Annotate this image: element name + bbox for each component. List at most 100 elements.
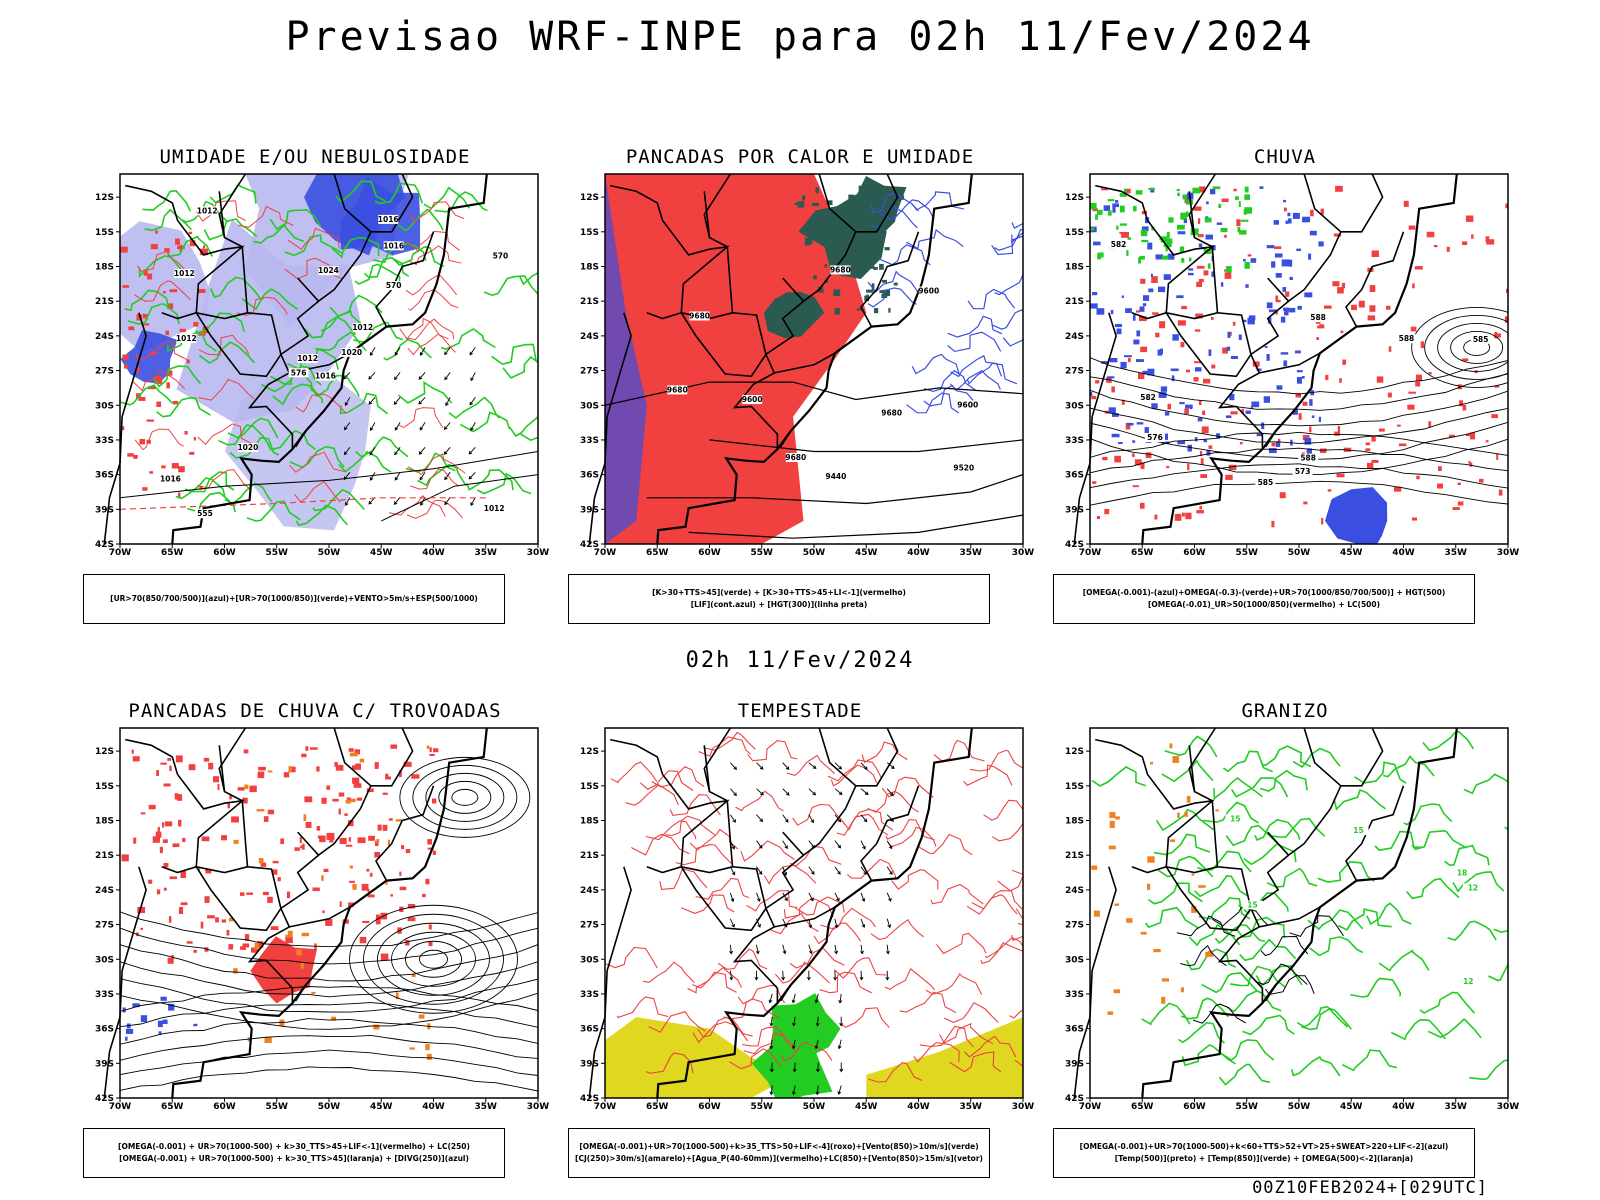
- omega-speckle: [1142, 303, 1147, 307]
- thunder-speckle: [380, 953, 389, 961]
- state-border: [1095, 738, 1215, 874]
- divergence-speckle: [168, 1003, 175, 1011]
- lon-tick-label: 55W: [1236, 548, 1259, 558]
- rain-speckle: [1316, 337, 1320, 340]
- omega-speckle: [1226, 346, 1231, 351]
- contour-label-bg: [1298, 453, 1319, 463]
- thunder-speckle: [329, 838, 334, 843]
- rain-speckle: [1092, 208, 1098, 212]
- temperature-contour: [1230, 777, 1289, 798]
- state-border: [1188, 173, 1264, 450]
- rain-speckle: [1461, 358, 1469, 362]
- contour-label-bg: [237, 443, 258, 453]
- temperature-contour: [1333, 788, 1386, 811]
- wind-vector: [394, 347, 401, 356]
- state-border: [1340, 727, 1384, 787]
- green-contour: [331, 236, 380, 259]
- omega-speckle: [1133, 339, 1140, 345]
- rain-speckle: [1247, 254, 1252, 257]
- thunder-speckle: [376, 914, 381, 921]
- rain-speckle: [1140, 346, 1148, 353]
- rain-speckle: [1342, 359, 1347, 365]
- omega-speckle: [1109, 820, 1115, 828]
- thunder-speckle: [407, 917, 416, 922]
- omega-speckle: [1284, 311, 1289, 316]
- thunder-speckle: [375, 918, 381, 925]
- green-contour: [335, 180, 386, 203]
- contour-label: 576: [291, 368, 307, 377]
- thunder-speckle: [432, 850, 436, 855]
- wind-vector: [443, 447, 451, 455]
- omega-strong-speckle: [1180, 212, 1187, 220]
- thunder-speckle: [319, 835, 326, 843]
- rain-speckle: [1371, 460, 1379, 463]
- wind-vector: [368, 397, 376, 405]
- lat-tick-label: 27S: [580, 367, 599, 377]
- lat-tick-label: 36S: [1065, 471, 1084, 481]
- contour-label-bg: [297, 354, 318, 364]
- precip-water-contour: [841, 808, 894, 831]
- precip-water-contour: [645, 820, 697, 841]
- state-border: [1267, 173, 1342, 303]
- temperature-contour: [1317, 860, 1375, 883]
- temperature-contour: [1145, 906, 1200, 929]
- convective-speckle: [834, 226, 838, 233]
- convective-speckle: [886, 220, 892, 224]
- contour-label-bg: [1292, 467, 1313, 477]
- omega-speckle: [1142, 370, 1150, 375]
- wind-vector: [839, 1016, 844, 1027]
- temperature-contour: [1218, 1063, 1271, 1086]
- wind-vector: [468, 471, 476, 480]
- wind-vector: [885, 970, 890, 981]
- omega-speckle: [1301, 376, 1305, 379]
- contour-label-bg: [689, 311, 710, 321]
- omega-speckle: [1282, 287, 1286, 292]
- rain-speckle: [1505, 203, 1508, 209]
- lat-tick-label: 12S: [1065, 747, 1084, 757]
- state-border: [194, 865, 282, 932]
- lon-tick-label: 65W: [1131, 548, 1154, 558]
- contour-label-bg: [174, 269, 195, 279]
- panel-chuva: CHUVA 12S 15S 18S 21S 24S 27S 30S 33S 36S 39S 42S 7…: [1050, 146, 1520, 626]
- thunder-speckle: [347, 820, 354, 827]
- omega-speckle: [1112, 206, 1116, 213]
- rain-speckle: [1132, 485, 1139, 488]
- precip-water-contour: [737, 984, 786, 1005]
- lat-tick-label: 33S: [580, 990, 599, 1000]
- omega-speckle: [1280, 352, 1289, 355]
- omega-speckle: [1106, 376, 1115, 379]
- orange-speckle: [264, 1036, 272, 1043]
- contour-label: 588: [1399, 334, 1415, 343]
- forecast-time-label: 02h 11/Fev/2024: [685, 648, 915, 673]
- rain-speckle: [1494, 385, 1500, 388]
- omega-strong-speckle: [1090, 227, 1095, 231]
- legend-line: [K>30+TTS>45](verde) + [K>30+TTS>45+LI<-…: [652, 588, 906, 597]
- temperature-contour: [1242, 1014, 1295, 1036]
- omega-strong-speckle: [1095, 214, 1098, 220]
- wind-vector: [808, 814, 814, 824]
- lat-tick-label: 39S: [580, 1059, 599, 1069]
- contour-label-bg: [1462, 883, 1483, 893]
- wind-vector: [345, 497, 351, 506]
- precip-water-contour: [610, 761, 658, 784]
- panel-pancadas-calor: PANCADAS POR CALOR E UMIDADE 12S 15S 18S 21…: [565, 146, 1035, 626]
- orange-speckle: [395, 819, 403, 822]
- rain-speckle: [1310, 209, 1314, 217]
- omega-strong-speckle: [1097, 252, 1101, 260]
- contour-label: 1024: [318, 266, 339, 275]
- thunder-speckle: [180, 902, 188, 906]
- lon-tick-label: 55W: [266, 1102, 289, 1112]
- lat-tick-label: 33S: [1065, 436, 1084, 446]
- contour-label: 9680: [881, 408, 902, 417]
- contour-label-bg: [383, 281, 404, 291]
- wind-vector: [885, 944, 890, 955]
- streamline: [377, 922, 490, 996]
- omega-speckle: [1139, 306, 1145, 312]
- precip-water-contour: [675, 844, 732, 866]
- omega-speckle: [1147, 883, 1151, 890]
- rain-speckle: [1433, 245, 1438, 248]
- temperature-contour: [1239, 938, 1297, 962]
- thunder-speckle: [299, 837, 302, 844]
- omega-speckle: [1159, 348, 1163, 355]
- height-contour: [688, 514, 1023, 539]
